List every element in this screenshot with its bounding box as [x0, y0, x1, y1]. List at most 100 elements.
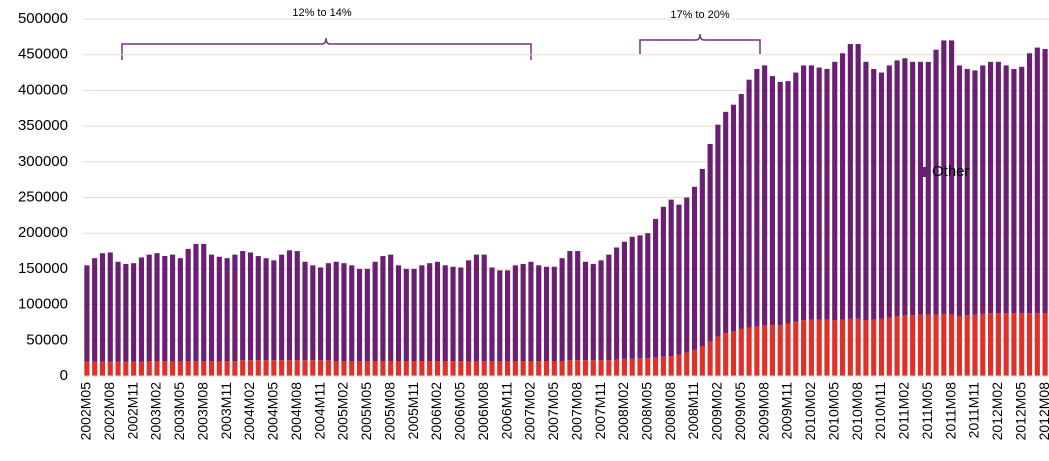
bar-segment: [1003, 65, 1009, 314]
x-tick-label: 2009M02: [709, 382, 725, 441]
bar-segment: [131, 361, 137, 376]
x-tick-label: 2011M02: [896, 382, 912, 440]
bar-segment: [816, 319, 822, 376]
bar-segment: [286, 250, 293, 361]
bar-segment: [505, 270, 511, 362]
bar-segment: [933, 49, 939, 315]
bar-segment: [99, 361, 106, 376]
bar-segment: [707, 341, 713, 376]
bar-segment: [481, 361, 487, 376]
bar-segment: [193, 243, 199, 362]
bar-segment: [871, 319, 877, 376]
bar-segment: [489, 361, 495, 376]
bar-segment: [839, 53, 846, 320]
bar-segment: [645, 358, 651, 376]
bar-segment: [185, 361, 191, 376]
bar-segment: [894, 316, 900, 376]
bar-segment: [559, 258, 565, 362]
bar-segment: [972, 70, 978, 315]
bar-segment: [177, 361, 183, 376]
bar-segment: [388, 361, 394, 376]
bar-segment: [349, 265, 355, 362]
x-tick-label: 2009M08: [755, 382, 771, 441]
bar-segment: [333, 261, 339, 362]
x-tick-label: 2005M02: [335, 382, 351, 441]
bar-segment: [824, 319, 830, 376]
bar-segment: [216, 256, 222, 362]
x-tick-label: 2002M11: [124, 382, 140, 440]
bar-segment: [520, 263, 526, 362]
bar-segment: [123, 263, 129, 362]
bar-segment: [699, 168, 705, 347]
bar-segment: [263, 360, 269, 376]
bar-segment: [131, 263, 137, 362]
bar-segment: [146, 361, 152, 376]
y-tick-label: 350000: [18, 117, 68, 134]
bar-segment: [310, 265, 316, 361]
bar-segment: [162, 256, 168, 362]
bar-segment: [660, 206, 666, 357]
bar-segment: [92, 258, 98, 362]
bar-segment: [434, 261, 441, 362]
bar-segment: [201, 361, 207, 376]
bar-segment: [715, 336, 721, 376]
bar-segment: [793, 72, 799, 322]
bar-segment: [621, 358, 627, 376]
bar-segment: [793, 321, 799, 376]
bar-segment: [855, 318, 861, 376]
bar-segment: [364, 268, 370, 362]
bar-segment: [356, 268, 363, 362]
x-tick-label: 2002M08: [101, 382, 117, 441]
bar-segment: [777, 81, 783, 326]
bar-segment: [224, 361, 230, 376]
bar-segment: [808, 65, 814, 320]
bar-segment: [442, 361, 448, 376]
bar-segment: [411, 268, 417, 362]
legend-swatch: [919, 167, 929, 177]
bar-segment: [427, 263, 433, 362]
bar-segment: [1019, 66, 1025, 314]
bar-segment: [310, 360, 316, 376]
bar-segment: [691, 349, 698, 376]
bar-segment: [505, 361, 511, 376]
bar-segment: [481, 254, 487, 362]
bar-segment: [341, 361, 347, 376]
bar-segment: [801, 65, 807, 321]
bar-segment: [980, 313, 986, 376]
x-tick-label: 2008M11: [685, 382, 701, 440]
bar-segment: [458, 361, 464, 376]
bar-segment: [684, 352, 690, 376]
bar-segment: [956, 65, 962, 317]
bar-segment: [894, 60, 900, 317]
bar-segment: [925, 314, 931, 376]
x-tick-label: 2011M11: [966, 382, 982, 439]
bar-segment: [551, 266, 557, 362]
bar-segment: [559, 361, 565, 376]
bar-segment: [294, 360, 300, 376]
bar-segment: [614, 247, 620, 360]
bar-segment: [302, 360, 308, 376]
bar-segment: [395, 361, 402, 376]
x-tick-label: 2006M08: [475, 382, 491, 441]
y-tick-label: 500000: [18, 10, 68, 27]
bar-segment: [497, 270, 503, 362]
bar-segment: [785, 323, 791, 376]
bar-segment: [349, 361, 355, 376]
bar-segment: [738, 328, 744, 376]
y-tick-label: 200000: [18, 224, 68, 241]
x-tick-label: 2010M02: [802, 382, 818, 441]
bar-segment: [1034, 313, 1040, 376]
x-tick-label: 2010M05: [825, 382, 841, 441]
bar-segment: [941, 313, 947, 376]
bar-segment: [972, 314, 978, 376]
bar-segment: [754, 68, 760, 327]
bar-segment: [614, 359, 620, 376]
bar-segment: [240, 360, 246, 376]
bar-segment: [606, 360, 612, 376]
bar-segment: [411, 361, 417, 376]
bar-segment: [839, 319, 846, 376]
bar-segment: [325, 263, 331, 361]
bar-segment: [380, 361, 386, 376]
y-tick-label: 100000: [18, 296, 68, 313]
